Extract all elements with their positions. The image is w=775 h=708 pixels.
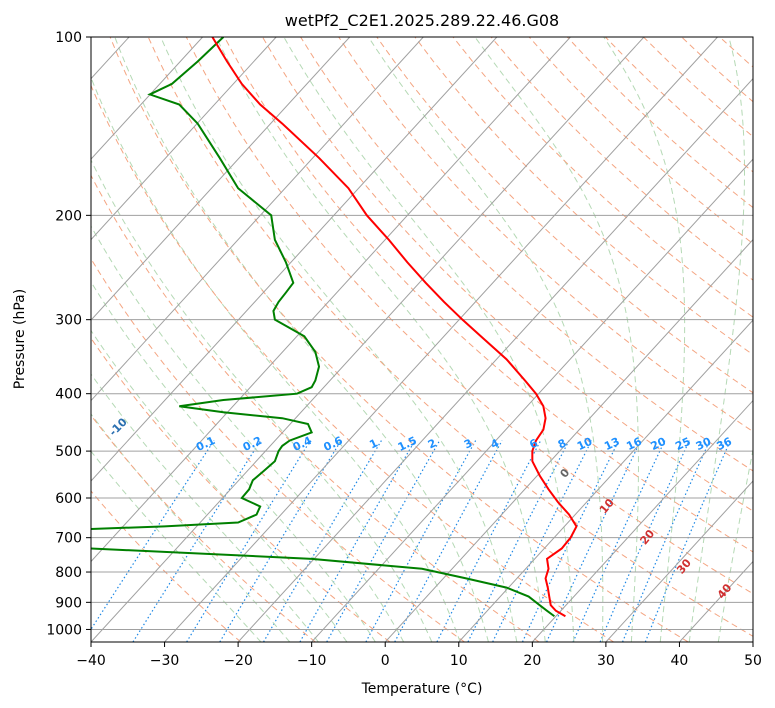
mixing-ratio-label: 30 [694, 435, 714, 453]
mixing-ratio-line [467, 440, 570, 642]
moist-adiabat [688, 37, 746, 642]
y-tick-label: 500 [55, 444, 82, 460]
isotherm-line [458, 319, 753, 642]
moist-adiabat [114, 37, 489, 642]
moist-adiabats [91, 37, 753, 642]
moist-adiabat [91, 225, 405, 642]
x-tick-label: −30 [150, 653, 180, 669]
mixing-ratio-line [599, 440, 690, 642]
x-axis: −40 −30 −20 −10 0 10 20 30 40 50 [76, 642, 762, 669]
dry-adiabat [300, 37, 753, 472]
chart-title: wetPf2_C2E1.2025.289.22.46.G08 [285, 11, 559, 31]
dry-adiabat [185, 37, 753, 595]
isotherm-line [311, 158, 753, 642]
dry-adiabat [91, 337, 391, 642]
mixing-ratio-line [572, 440, 666, 642]
moist-adiabat [91, 280, 376, 642]
x-tick-label: −20 [223, 653, 253, 669]
y-tick-label: 100 [55, 30, 82, 46]
y-tick-label: 200 [55, 208, 82, 224]
y-tick-label: 900 [55, 595, 82, 611]
y-tick-label: 1000 [46, 622, 82, 638]
mixing-ratio-line [262, 440, 382, 642]
moist-adiabat [91, 413, 291, 642]
mixing-ratio-line [365, 440, 477, 642]
moist-adiabat [474, 37, 639, 642]
mixing-ratio-label: 36 [715, 435, 735, 453]
y-tick-label: 300 [55, 313, 82, 329]
x-tick-label: −10 [297, 653, 327, 669]
dry-adiabat [262, 37, 753, 512]
dry-adiabat [91, 84, 614, 642]
moist-adiabat [215, 37, 546, 642]
isotherm-line [531, 399, 753, 642]
moist-adiabat [367, 37, 604, 642]
dewpoint-line [91, 37, 555, 618]
isotherm-line [237, 77, 753, 642]
isotherm-line [384, 238, 753, 642]
mixing-ratio-line [91, 440, 215, 631]
isotherm-line [91, 37, 204, 160]
y-axis: 100 200 300 400 500 600 700 800 900 1000 [46, 30, 91, 638]
mixing-ratio-label: 20 [649, 435, 669, 453]
dry-adiabat [91, 257, 465, 642]
y-tick-label: 400 [55, 387, 82, 403]
isotherm-line [91, 37, 277, 241]
mixing-ratio-line [326, 440, 441, 642]
isotherm-lines [91, 37, 753, 642]
isotherm-line [91, 37, 424, 402]
x-tick-label: 50 [744, 653, 762, 669]
isobar-lines [91, 37, 753, 630]
mixing-ratio-label: 25 [673, 435, 692, 453]
y-axis-label: Pressure (hPa) [12, 289, 28, 389]
dry-adiabat [91, 490, 242, 642]
moist-adiabat [717, 447, 753, 642]
moist-adiabat [91, 373, 319, 642]
isotherm-line [605, 480, 753, 642]
mixing-ratio-line [186, 440, 311, 642]
x-tick-label: 30 [597, 653, 615, 669]
dry-adiabats [91, 37, 753, 642]
mixing-ratio-label: 13 [602, 435, 621, 453]
isotherm-line [91, 37, 498, 482]
plot-frame [90, 36, 754, 643]
y-tick-label: 700 [55, 531, 82, 547]
mixing-ratio-label: 10 [575, 435, 595, 453]
x-tick-label: 20 [523, 653, 541, 669]
moist-adiabat [160, 37, 518, 642]
moist-adiabat [603, 37, 686, 642]
mixing-ratio-lines [91, 440, 731, 642]
x-tick-label: 40 [671, 653, 689, 669]
dry-adiabat [91, 174, 540, 642]
temperature-line [211, 37, 578, 618]
moist-adiabat [91, 329, 348, 642]
isotherm-line [91, 37, 645, 642]
mixing-ratio-line [219, 440, 342, 642]
isotherm-line [164, 37, 718, 642]
x-tick-label: 0 [381, 653, 390, 669]
x-axis-label: Temperature (°C) [361, 681, 483, 697]
mixing-ratio-line [132, 440, 262, 642]
x-tick-label: −40 [76, 653, 106, 669]
mixing-ratio-label: 16 [624, 435, 644, 453]
moist-adiabat [91, 76, 461, 642]
x-tick-label: 10 [450, 653, 468, 669]
dry-adiabat [223, 37, 753, 553]
moist-adiabat [283, 37, 575, 642]
y-tick-label: 600 [55, 491, 82, 507]
dry-adiabat [109, 37, 689, 642]
dry-adiabat [91, 414, 316, 642]
moist-adiabat [91, 158, 433, 642]
isotherm-line [91, 37, 351, 321]
mixing-ratio-line [621, 440, 711, 642]
isotherm-line [91, 37, 571, 563]
y-tick-label: 800 [55, 565, 82, 581]
mixing-ratio-line [492, 440, 593, 642]
